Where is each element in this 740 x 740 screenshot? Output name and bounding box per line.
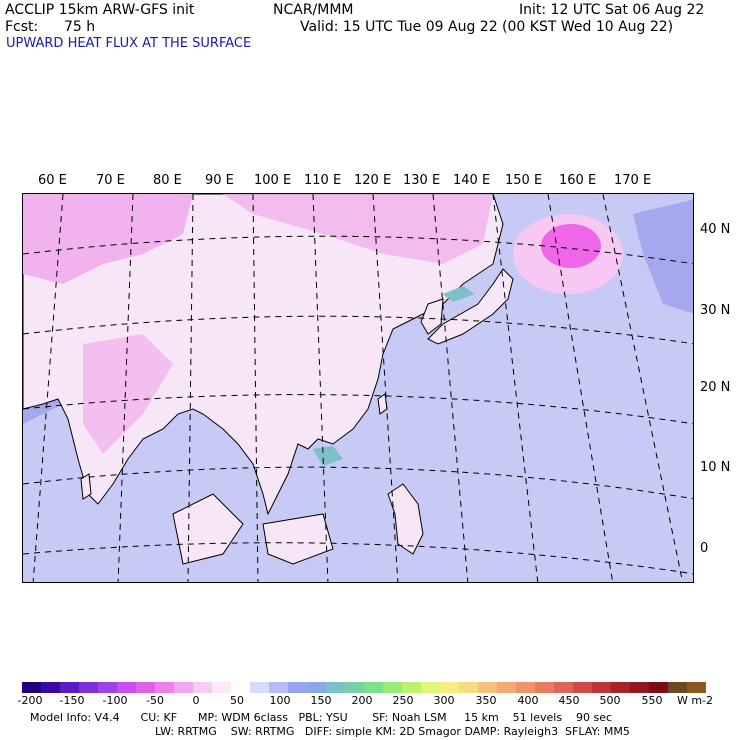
model-title: ACCLIP 15km ARW-GFS init xyxy=(5,2,195,18)
colorbar-swatch xyxy=(459,682,478,693)
pacific-flux-core xyxy=(541,224,601,268)
colorbar-swatch xyxy=(478,682,497,693)
colorbar-swatch xyxy=(630,682,649,693)
lon-label: 170 E xyxy=(614,173,652,188)
korea-landmass xyxy=(420,298,444,335)
colorbar-tick: -150 xyxy=(59,694,85,707)
lon-label: 160 E xyxy=(559,173,597,188)
japan-landmass xyxy=(427,268,514,345)
colorbar-swatch xyxy=(307,682,326,693)
colorbar-swatch xyxy=(79,682,98,693)
colorbar-swatch xyxy=(573,682,592,693)
model-info-line2: LW: RRTMG SW: RRTMG DIFF: simple KM: 2D … xyxy=(155,725,630,738)
lat-label: 0 xyxy=(700,541,709,556)
lon-label: 70 E xyxy=(96,173,125,188)
colorbar-swatch xyxy=(592,682,611,693)
srilanka-landmass xyxy=(80,473,92,500)
lon-label: 100 E xyxy=(254,173,292,188)
lon-label: 120 E xyxy=(354,173,392,188)
colorbar-swatch xyxy=(288,682,307,693)
taiwan-landmass xyxy=(377,393,388,415)
lat-label: 30 N xyxy=(700,303,731,318)
lon-label: 60 E xyxy=(38,173,67,188)
colorbar-swatch xyxy=(98,682,117,693)
colorbar-swatch xyxy=(402,682,421,693)
forecast-hours: 75 h xyxy=(64,19,96,35)
lat-label: 20 N xyxy=(700,380,731,395)
lon-label: 80 E xyxy=(153,173,182,188)
sumatra-landmass xyxy=(172,493,244,565)
flux-green-patch xyxy=(443,286,475,302)
colorbar-swatch xyxy=(535,682,554,693)
borneo-landmass xyxy=(262,513,334,565)
colorbar-swatch xyxy=(212,682,231,693)
colorbar-tick: 250 xyxy=(392,694,414,707)
colorbar-tick: 50 xyxy=(230,694,244,707)
colorbar-tick: 200 xyxy=(351,694,373,707)
land-flux-high xyxy=(223,194,493,264)
colorbar-tick: 0 xyxy=(192,694,200,707)
colorbar-swatch xyxy=(649,682,668,693)
colorbar-tick: -100 xyxy=(102,694,128,707)
lat-label: 40 N xyxy=(700,222,731,237)
colorbar-swatch xyxy=(250,682,269,693)
lon-label: 140 E xyxy=(453,173,491,188)
colorbar-tick: -50 xyxy=(146,694,164,707)
colorbar-swatch xyxy=(269,682,288,693)
ocean-patch xyxy=(633,199,693,314)
longitude-grid xyxy=(32,194,684,582)
flux-green-patch xyxy=(313,446,343,466)
lon-label: 130 E xyxy=(403,173,441,188)
colorbar-swatch xyxy=(554,682,573,693)
field-title: UPWARD HEAT FLUX AT THE SURFACE xyxy=(6,36,252,51)
colorbar xyxy=(22,682,706,693)
colorbar-swatch xyxy=(22,682,41,693)
colorbar-swatch xyxy=(611,682,630,693)
colorbar-swatch xyxy=(60,682,79,693)
heat-flux-map xyxy=(22,193,694,583)
colorbar-swatch xyxy=(440,682,459,693)
colorbar-tick: 550 xyxy=(641,694,663,707)
valid-time: Valid: 15 UTC Tue 09 Aug 22 (00 KST Wed … xyxy=(300,19,674,35)
colorbar-swatch xyxy=(155,682,174,693)
lon-label: 150 E xyxy=(505,173,543,188)
colorbar-units: W m-2 xyxy=(676,694,714,707)
forecast-label: Fcst: xyxy=(5,19,39,35)
colorbar-tick: 400 xyxy=(517,694,539,707)
land-flux-high xyxy=(83,334,173,454)
colorbar-tick: 100 xyxy=(269,694,291,707)
colorbar-swatch xyxy=(497,682,516,693)
colorbar-swatch xyxy=(383,682,402,693)
colorbar-tick: 150 xyxy=(310,694,332,707)
colorbar-swatch xyxy=(687,682,706,693)
colorbar-swatch xyxy=(136,682,155,693)
model-info-line1: Model Info: V4.4 CU: KF MP: WDM 6class P… xyxy=(30,711,613,724)
colorbar-swatch xyxy=(421,682,440,693)
colorbar-swatch xyxy=(345,682,364,693)
colorbar-tick: 500 xyxy=(599,694,621,707)
init-time: Init: 12 UTC Sat 06 Aug 22 xyxy=(519,2,705,18)
colorbar-tick: 350 xyxy=(475,694,497,707)
colorbar-tick: 450 xyxy=(558,694,580,707)
colorbar-swatch xyxy=(41,682,60,693)
lon-label: 90 E xyxy=(205,173,234,188)
center-name: NCAR/MMM xyxy=(273,2,354,18)
colorbar-swatch xyxy=(516,682,535,693)
asia-landmass xyxy=(23,194,504,516)
colorbar-tick: -200 xyxy=(17,694,43,707)
lon-label: 110 E xyxy=(304,173,342,188)
colorbar-tick: 300 xyxy=(433,694,455,707)
colorbar-swatch xyxy=(174,682,193,693)
colorbar-swatch xyxy=(193,682,212,693)
colorbar-swatch xyxy=(117,682,136,693)
philippines-landmass xyxy=(387,483,424,555)
colorbar-swatch xyxy=(364,682,383,693)
colorbar-swatch xyxy=(231,682,250,693)
map-canvas xyxy=(23,194,693,582)
colorbar-swatch xyxy=(326,682,345,693)
colorbar-swatch xyxy=(668,682,687,693)
lat-label: 10 N xyxy=(700,460,731,475)
land-flux-high xyxy=(23,194,193,284)
